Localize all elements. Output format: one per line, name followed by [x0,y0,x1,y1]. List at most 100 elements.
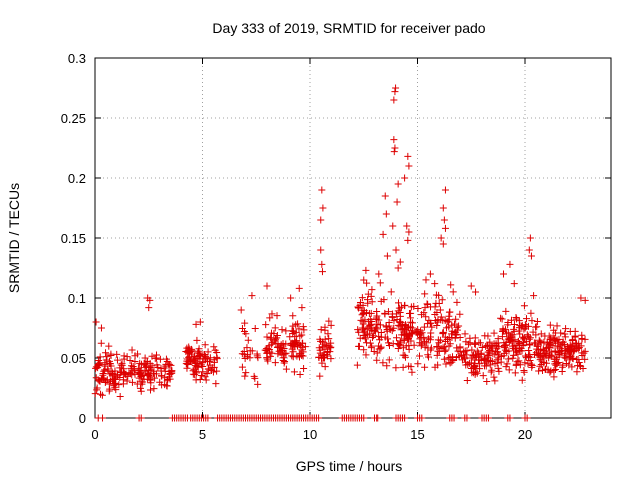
data-point [383,252,391,260]
data-point [505,347,513,355]
data-point [391,144,399,152]
data-point [381,192,389,200]
data-point [166,375,174,383]
data-point [278,326,286,334]
data-point [434,343,442,351]
data-point [213,367,221,375]
data-point [263,333,271,341]
x-tick-labels: 0 5 10 15 20 [91,427,532,442]
data-point [377,343,385,351]
data-point [143,358,151,366]
data-point [532,331,540,339]
data-point [273,312,281,320]
data-point [536,338,544,346]
data-point [494,354,502,362]
data-point [396,337,404,345]
data-point [512,314,520,322]
data-point [494,335,502,343]
y-tick-label: 0 [79,411,86,426]
data-point [266,352,274,360]
data-point [298,343,306,351]
y-tick-label: 0.05 [61,351,86,366]
data-point [142,362,150,370]
data-point [376,279,384,287]
data-point [390,136,398,144]
data-point [238,363,246,371]
data-point [282,365,290,373]
data-point [449,288,457,296]
data-point [325,317,333,325]
data-point [552,329,560,337]
data-point [546,368,554,376]
data-point [440,355,448,363]
data-point [154,364,162,372]
data-point [377,329,385,337]
data-point [550,366,558,374]
data-point [241,319,249,327]
data-point [550,373,558,381]
data-point [536,362,544,370]
data-point [535,350,543,358]
data-point [407,363,415,371]
data-point [416,339,424,347]
data-point [439,240,447,248]
data-point [251,325,259,333]
data-point [434,361,442,369]
data-point [559,361,567,369]
data-point [196,352,204,360]
data-point [367,325,375,333]
data-point [494,364,502,372]
data-point [479,372,487,380]
data-point [380,296,388,304]
data-point [424,320,432,328]
data-point [470,363,478,371]
data-point [295,325,303,333]
data-point [551,347,559,355]
data-point [327,321,335,329]
data-point [410,302,418,310]
data-point [98,391,106,399]
data-point [93,386,101,394]
data-point [542,365,550,373]
data-point [414,360,422,368]
data-point [545,348,553,356]
y-axis-label: SRMTID / TECUs [6,183,22,293]
data-point [106,370,114,378]
data-point [146,360,154,368]
data-point [456,334,464,342]
data-point [263,355,271,363]
data-point [267,329,275,337]
data-point [163,358,171,366]
data-point [373,312,381,320]
data-point [421,363,429,371]
data-point [522,322,530,330]
data-point [109,375,117,383]
data-point [364,299,372,307]
data-point [290,368,298,376]
data-point [320,351,328,359]
data-point [243,352,251,360]
data-point [422,313,430,321]
data-point [526,341,534,349]
data-point [461,347,469,355]
data-point [321,326,329,334]
data-point [540,346,548,354]
data-point [445,312,453,320]
data-point [404,333,412,341]
data-point [442,360,450,368]
data-point [153,351,161,359]
data-point [372,315,380,323]
data-point [471,334,479,342]
x-tick-label: 15 [410,427,424,442]
data-point [471,340,479,348]
data-point [442,346,450,354]
data-point [522,337,530,345]
data-point [262,345,270,353]
data-point [435,347,443,355]
data-point [578,335,586,343]
data-point [505,329,513,337]
data-point [243,344,251,352]
data-point [358,294,366,302]
data-point [455,322,463,330]
data-point [263,282,271,290]
